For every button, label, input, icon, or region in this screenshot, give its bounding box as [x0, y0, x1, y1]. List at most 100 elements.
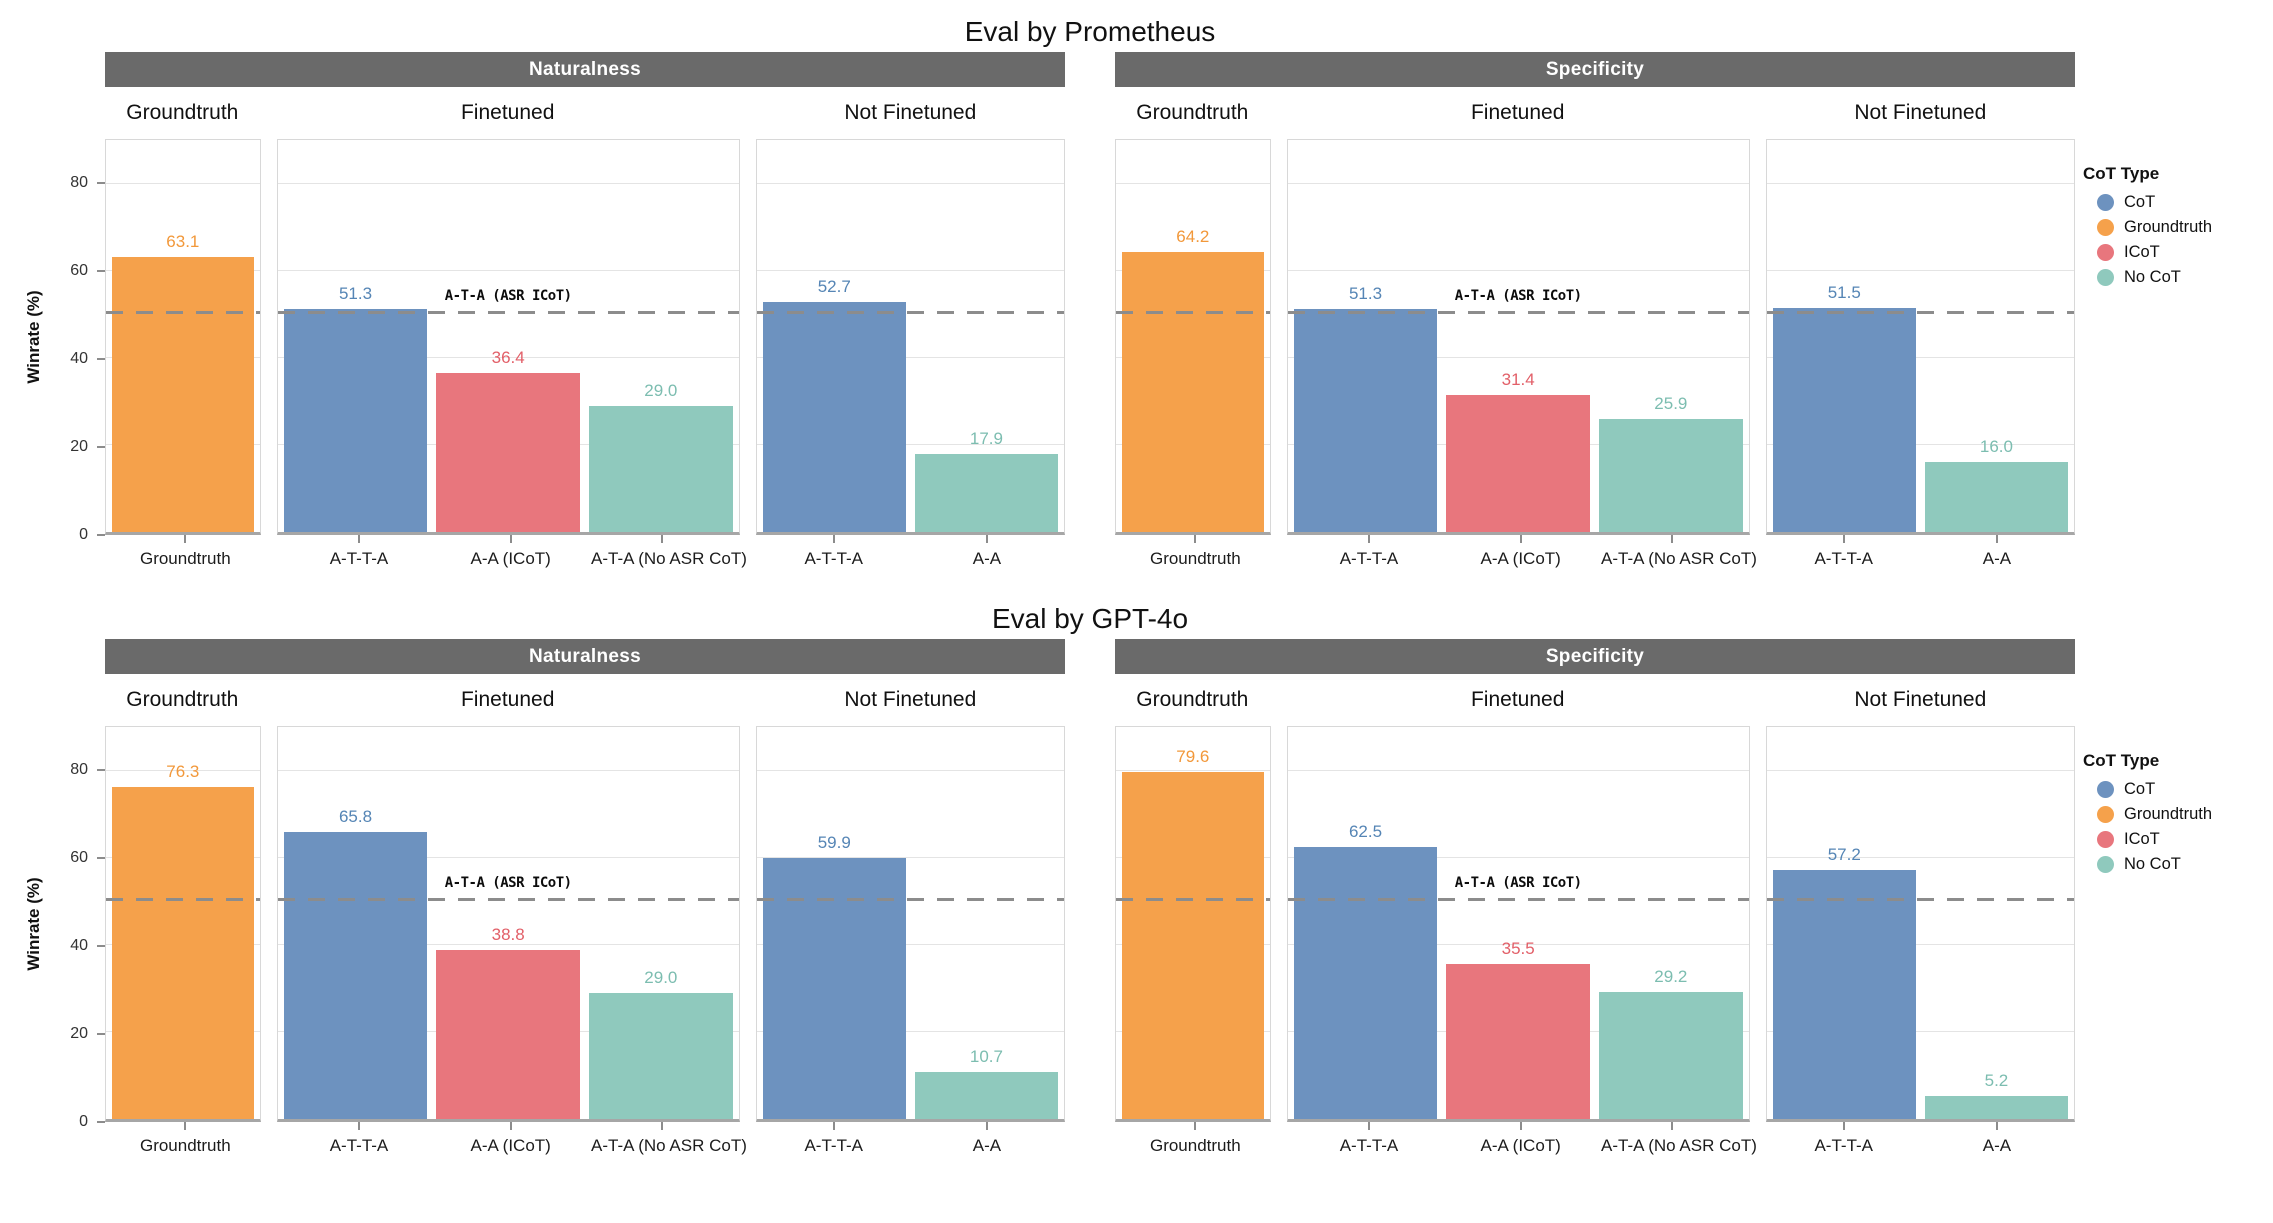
- bar-slot: 76.3: [112, 727, 254, 1119]
- chart-row-eval-by-prometheus: Eval by Prometheus Winrate (%) 0 20 40 60 80 Na…: [0, 12, 2273, 585]
- x-tick-mark: [358, 535, 360, 543]
- y-tick-label: 80: [70, 761, 88, 778]
- bar-group: 79.6: [1116, 727, 1270, 1119]
- y-tick-label: 80: [70, 174, 88, 191]
- x-tick-label: A-T-A (No ASR CoT): [1601, 535, 1757, 585]
- panel-subheader: Finetuned: [1470, 688, 1565, 711]
- facet-panels: 79.6 62.5 35.5 29.2 A-T-A (ASR ICoT) 57.2 5.2: [1115, 726, 2075, 1122]
- y-tick-label: 40: [70, 937, 88, 954]
- facet-panels: 64.2 51.3 31.4 25.9 A-T-A (ASR ICoT) 51.5 16.0: [1115, 139, 2075, 535]
- gridline: [106, 182, 260, 184]
- bar-slot: 64.2: [1122, 140, 1264, 532]
- bar-slot: 51.3: [283, 140, 428, 532]
- x-label-group: A-T-T-A A-A (ICoT) A-T-A (No ASR CoT): [282, 1122, 747, 1172]
- legend-gutter: CoT Type CoT Groundtruth ICoT No CoT: [2075, 639, 2273, 1172]
- chart-panel: 65.8 38.8 29.0 A-T-A (ASR ICoT): [276, 726, 740, 1122]
- x-tick-label: A-T-T-A: [1772, 535, 1916, 585]
- gridline: [106, 769, 260, 771]
- bar-slot: 57.2: [1772, 727, 1916, 1119]
- bar-value-label: 29.2: [1654, 966, 1688, 986]
- legend: CoT Type CoT Groundtruth ICoT No CoT: [2075, 164, 2273, 287]
- y-tick-mark: [97, 270, 105, 272]
- legend-title: CoT Type: [2083, 164, 2160, 183]
- facet-panels: 63.1 51.3 36.4 29.0 A-T-A (ASR ICoT) 52.7 17.9: [105, 139, 1065, 535]
- x-tick-mark: [1194, 1122, 1197, 1130]
- x-tick-label: Groundtruth: [1121, 535, 1270, 585]
- x-label-group: A-T-T-A A-A: [756, 1122, 1065, 1172]
- x-tick-mark: [358, 1122, 360, 1130]
- bar-group: 57.2 5.2: [1767, 727, 2074, 1119]
- gridline: [756, 943, 1064, 945]
- x-tick-mark: [1842, 1122, 1845, 1130]
- legend-title: CoT Type: [2083, 751, 2160, 770]
- gridline: [1766, 1030, 2074, 1032]
- bar-value-label: 5.2: [1984, 1071, 2009, 1091]
- bar-value-label: 36.4: [491, 348, 525, 368]
- bar-slot: 79.6: [1122, 727, 1264, 1119]
- x-tick-mark: [985, 1122, 988, 1130]
- x-tick-label-text: Groundtruth: [139, 549, 231, 568]
- bar-group: 52.7 17.9: [757, 140, 1064, 532]
- y-tick-label: 60: [70, 262, 88, 279]
- legend-item-label: CoT: [2124, 193, 2156, 211]
- y-tick-label: 20: [70, 1025, 88, 1042]
- x-tick-mark: [985, 535, 988, 543]
- x-tick-mark: [1519, 535, 1522, 543]
- legend-swatch: [2097, 831, 2114, 848]
- bar-slot: 29.2: [1599, 727, 1743, 1119]
- bar-slot: 29.0: [589, 727, 733, 1119]
- reference-line: [756, 311, 1064, 315]
- x-tick-label-text: A-T-A (No ASR CoT): [1601, 1136, 1757, 1155]
- chart-panel: 79.6: [1115, 726, 1271, 1122]
- x-label-group: Groundtruth: [105, 535, 266, 585]
- x-tick-mark: [1995, 1122, 1998, 1130]
- x-tick-mark: [661, 1122, 664, 1130]
- chart-panel: 51.5 16.0: [1765, 139, 2075, 535]
- facet-specificity: Specificity Groundtruth Finetuned Not Finet…: [1115, 639, 2075, 1172]
- y-tick-mark: [97, 182, 105, 184]
- x-tick-mark: [832, 535, 835, 543]
- row-title: Eval by Prometheus: [964, 16, 1216, 47]
- legend-gutter: CoT Type CoT Groundtruth ICoT No CoT: [2075, 52, 2273, 585]
- gridline: [277, 269, 739, 271]
- x-tick-mark: [1368, 1122, 1370, 1130]
- bar: [589, 405, 733, 532]
- gridline: [1287, 856, 1749, 858]
- facet-x-labels: Groundtruth A-T-T-A A-A (ICoT) A-T-A (No AS…: [1115, 535, 2075, 585]
- bar-slot: 63.1: [112, 140, 254, 532]
- y-tick-mark: [97, 534, 105, 536]
- x-label-group: Groundtruth: [1115, 535, 1276, 585]
- gridline: [1766, 269, 2074, 271]
- facet-x-labels: Groundtruth A-T-T-A A-A (ICoT) A-T-A (No AS…: [105, 1122, 1065, 1172]
- x-tick-label-text: A-T-T-A: [329, 1136, 389, 1155]
- legend-item-label: No CoT: [2124, 855, 2181, 873]
- reference-line: [1766, 898, 2074, 902]
- y-axis: Winrate (%) 0 20 40 60 80: [0, 639, 105, 1172]
- x-label-group: Groundtruth: [105, 1122, 266, 1172]
- bar: [1122, 252, 1264, 532]
- gridline: [756, 443, 1064, 445]
- bar: [1772, 869, 1916, 1119]
- x-tick-label-text: A-T-T-A: [1814, 1136, 1874, 1155]
- x-tick-label: A-T-A (No ASR CoT): [591, 535, 747, 585]
- gridline: [1766, 182, 2074, 184]
- x-tick-label-text: Groundtruth: [1149, 549, 1241, 568]
- gridline: [277, 856, 739, 858]
- bar-value-label: 25.9: [1654, 394, 1688, 414]
- x-tick-label: A-T-T-A: [1298, 535, 1441, 585]
- bar: [1924, 1096, 2069, 1119]
- x-tick-label: A-T-T-A: [288, 535, 431, 585]
- gridline: [277, 356, 739, 358]
- x-tick-label-text: A-A: [1982, 549, 2012, 568]
- x-tick-mark: [184, 535, 187, 543]
- y-axis-title: Winrate (%): [24, 290, 43, 384]
- facet-subheaders: Groundtruth Finetuned Not Finetuned: [105, 674, 1065, 726]
- legend-item: CoT: [2097, 780, 2273, 799]
- chart-panel: 62.5 35.5 29.2 A-T-A (ASR ICoT): [1286, 726, 1750, 1122]
- bar-value-label: 57.2: [1827, 844, 1861, 864]
- facet-header: Specificity: [1115, 639, 2075, 674]
- x-tick-mark: [832, 1122, 835, 1130]
- reference-line: [1287, 898, 1749, 902]
- facet-panels: 76.3 65.8 38.8 29.0 A-T-A (ASR ICoT) 59.9 10.7: [105, 726, 1065, 1122]
- x-tick-label-text: A-A: [972, 549, 1002, 568]
